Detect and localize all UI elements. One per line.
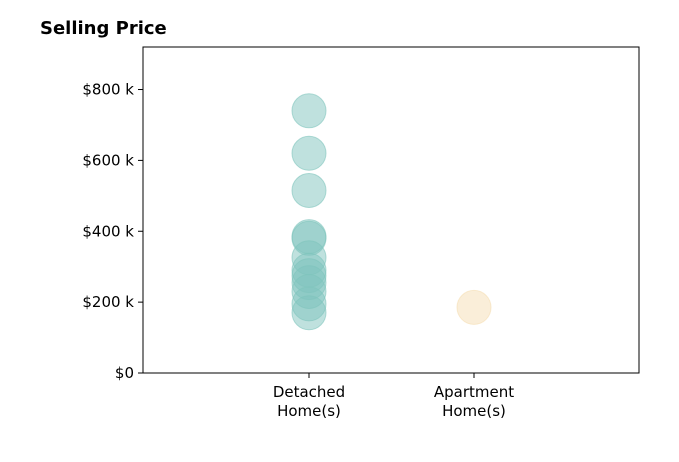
y-tick-label: $600 k: [82, 151, 134, 169]
y-tick-label: $800 k: [82, 81, 134, 99]
points-layer: [291, 93, 492, 331]
y-tick-label: $200 k: [82, 293, 134, 311]
x-tick-label: Apartment Home(s): [434, 383, 514, 420]
x-axis: Detached Home(s)Apartment Home(s): [273, 373, 514, 420]
data-point: [291, 173, 327, 208]
x-tick-label-line: Apartment: [434, 383, 514, 401]
x-tick-label-line: Detached: [273, 383, 345, 401]
x-tick-label-line: Home(s): [277, 402, 341, 420]
x-tick-label-line: Home(s): [442, 402, 506, 420]
plot-frame: [142, 46, 640, 374]
data-point: [291, 93, 327, 129]
data-point: [456, 289, 492, 325]
data-point: [291, 135, 327, 171]
y-tick-label: $400 k: [82, 222, 134, 240]
y-tick-label: $0: [115, 364, 134, 382]
y-axis: $0 $200 k $400 k $600 k $800 k: [82, 81, 143, 382]
chart-title: Selling Price: [40, 18, 167, 39]
data-point: [291, 295, 327, 331]
x-tick-label: Detached Home(s): [273, 383, 345, 420]
